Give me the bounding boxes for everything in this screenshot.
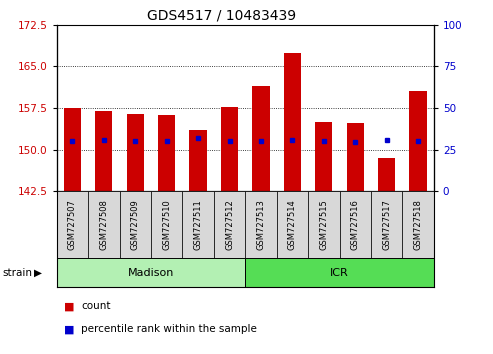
Text: GSM727515: GSM727515 — [319, 199, 328, 250]
Text: GSM727514: GSM727514 — [288, 199, 297, 250]
Text: GSM727516: GSM727516 — [351, 199, 360, 250]
Text: GSM727510: GSM727510 — [162, 199, 171, 250]
Bar — [151, 191, 182, 258]
Bar — [88, 191, 119, 258]
Bar — [245, 258, 434, 287]
Text: count: count — [81, 301, 111, 311]
Bar — [57, 191, 88, 258]
Bar — [119, 191, 151, 258]
Text: ICR: ICR — [330, 268, 349, 278]
Bar — [378, 158, 395, 191]
Text: GSM727508: GSM727508 — [99, 199, 108, 250]
Text: GSM727512: GSM727512 — [225, 199, 234, 250]
Text: strain: strain — [2, 268, 33, 278]
Bar — [182, 191, 214, 258]
Bar — [371, 191, 402, 258]
Text: ▶: ▶ — [34, 268, 41, 278]
Bar — [315, 122, 332, 191]
Bar — [277, 191, 308, 258]
Bar — [252, 86, 270, 191]
Bar — [410, 91, 427, 191]
Text: GDS4517 / 10483439: GDS4517 / 10483439 — [147, 9, 296, 23]
Bar — [284, 52, 301, 191]
Text: GSM727511: GSM727511 — [194, 199, 203, 250]
Bar — [347, 123, 364, 191]
Text: GSM727509: GSM727509 — [131, 199, 140, 250]
Text: ■: ■ — [64, 324, 74, 334]
Text: GSM727518: GSM727518 — [414, 199, 423, 250]
Bar — [57, 258, 245, 287]
Bar — [127, 114, 144, 191]
Bar — [64, 108, 81, 191]
Bar — [214, 191, 246, 258]
Text: GSM727517: GSM727517 — [382, 199, 391, 250]
Bar — [158, 115, 176, 191]
Bar — [308, 191, 340, 258]
Text: GSM727513: GSM727513 — [256, 199, 266, 250]
Bar — [189, 130, 207, 191]
Text: percentile rank within the sample: percentile rank within the sample — [81, 324, 257, 334]
Bar — [221, 107, 238, 191]
Text: ■: ■ — [64, 301, 74, 311]
Bar — [245, 191, 277, 258]
Bar — [402, 191, 434, 258]
Bar — [95, 111, 112, 191]
Bar — [340, 191, 371, 258]
Text: GSM727507: GSM727507 — [68, 199, 77, 250]
Text: Madison: Madison — [128, 268, 174, 278]
